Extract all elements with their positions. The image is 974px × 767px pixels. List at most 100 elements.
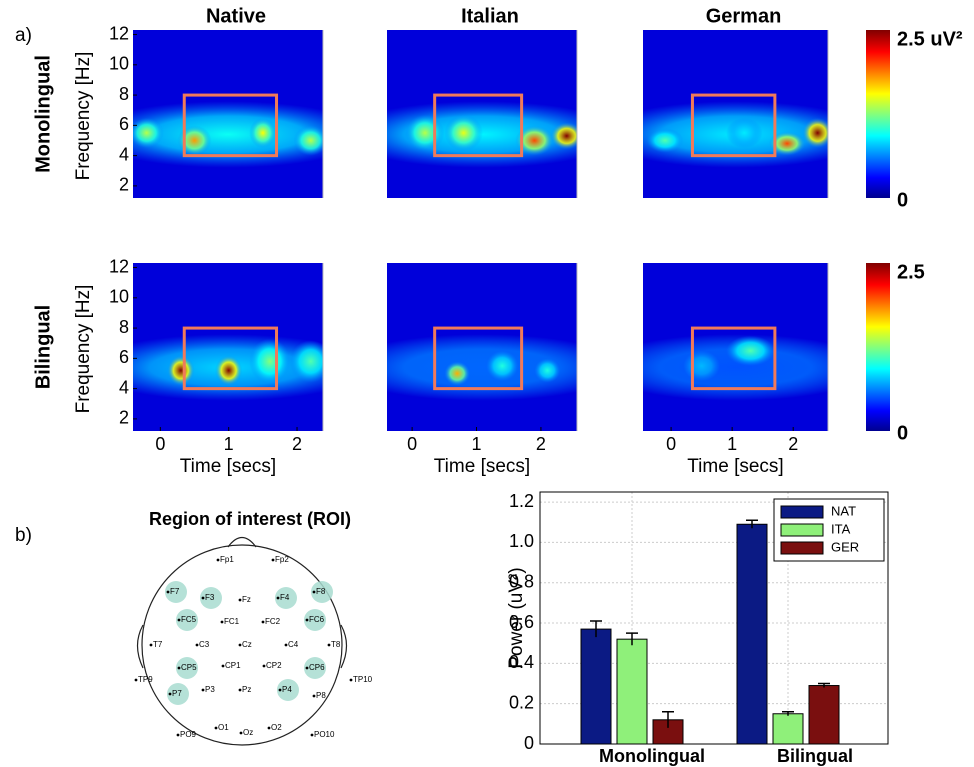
roi-electrode [167,683,189,705]
y-tick-label: 1.0 [509,531,534,551]
colorbar-min: 0 [897,422,908,444]
electrode-dot [149,643,153,647]
electrode-dot [261,620,265,624]
y-tick-label: 4 [119,144,129,164]
heatmap-blob [293,125,323,156]
heatmap [643,263,828,431]
electrode-label: Fp2 [275,555,289,564]
y-tick-label: 1.2 [509,491,534,511]
electrode-label: TP9 [138,675,153,684]
error-bar [626,632,638,646]
roi-electrode [311,581,333,603]
electrode-dot [327,643,331,647]
panel-label: b) [15,525,32,546]
roi-electrode [165,581,187,603]
y-axis-label: Frequency [Hz] [73,285,94,414]
electrode-dot [238,688,242,692]
x-tick-label: 0 [666,434,676,454]
electrode-label: F7 [170,587,180,596]
roi-electrode [200,587,222,609]
roi-electrode [275,587,297,609]
legend-label: NAT [831,503,856,518]
electrode-dot [176,733,180,737]
legend-swatch [780,505,824,519]
error-bar [782,710,794,716]
electrode-dot [214,726,218,730]
x-tick-label: Bilingual [777,746,853,766]
roi-box [182,326,279,391]
electrode-label: PO9 [180,730,197,739]
column-title: Native [206,5,266,27]
heatmap-blob [444,361,471,386]
x-tick-label: 2 [292,434,302,454]
error-bar [662,710,674,728]
colorbar-max: 2.5 uV² [897,28,963,50]
heatmap-blob [646,128,684,153]
roi-box [433,93,524,158]
x-tick-label: 1 [224,434,234,454]
electrode-label: P4 [282,685,292,694]
electrode-dot [201,596,205,600]
y-tick-label: 6 [119,114,129,134]
roi-electrode [176,609,198,631]
y-tick-label: 12 [109,23,129,43]
electrode-label: Pz [242,685,251,694]
electrode-dot [166,590,170,594]
electrode-dot [134,678,138,682]
heatmap-blob [249,117,277,149]
electrode-label: CP2 [266,661,282,670]
error-bar [818,682,830,688]
panel-label: a) [15,25,32,46]
electrode-label: F8 [316,587,326,596]
heatmap-blob [177,125,212,156]
legend-swatch [780,523,824,537]
y-tick-label: 0.8 [509,571,534,591]
y-tick-label: 0 [524,733,534,753]
electrode-dot [221,664,225,668]
electrode-label: O1 [218,723,229,732]
heatmap-blob [290,340,323,383]
heatmap-blob [215,355,243,386]
electrode-dot [238,598,242,602]
heatmap-blob [444,114,483,152]
electrode-label: P3 [205,685,215,694]
roi-electrode [304,657,326,679]
electrode-dot [312,590,316,594]
electrode-label: TP10 [353,675,373,684]
column-title: Italian [461,5,519,27]
electrode-label: F3 [205,593,215,602]
roi-box [182,93,279,158]
heatmap-blob [534,358,561,383]
electrode-dot [262,664,266,668]
colorbar [866,263,890,431]
electrode-label: Fz [242,595,251,604]
electrode-label: Cz [242,640,252,649]
electrode-dot [310,733,314,737]
y-tick-label: 10 [109,287,129,307]
electrode-dot [305,666,309,670]
heatmap-blob [683,350,720,382]
plot-frame [539,491,889,745]
roi-box [690,326,777,391]
heatmap-blob [515,125,554,156]
x-axis-label: Time [secs] [687,456,783,477]
roi-title: Region of interest (ROI) [149,509,351,529]
column-title: German [706,5,782,27]
electrode-label: Oz [243,728,253,737]
electrode-dot [238,643,242,647]
electrode-dot [216,558,220,562]
electrode-dot [305,618,309,622]
colorbar-min: 0 [897,189,908,211]
heatmap-blob [167,355,195,386]
x-tick-label: 1 [727,434,737,454]
bar [772,713,804,745]
y-tick-label: 0.4 [509,652,534,672]
electrode-label: FC5 [181,615,197,624]
heatmap [387,30,577,198]
roi-box [690,93,777,158]
y-axis-label: Frequency [Hz] [73,52,94,181]
electrode-label: C4 [288,640,299,649]
bar [736,523,768,745]
heatmap-band [643,334,828,401]
